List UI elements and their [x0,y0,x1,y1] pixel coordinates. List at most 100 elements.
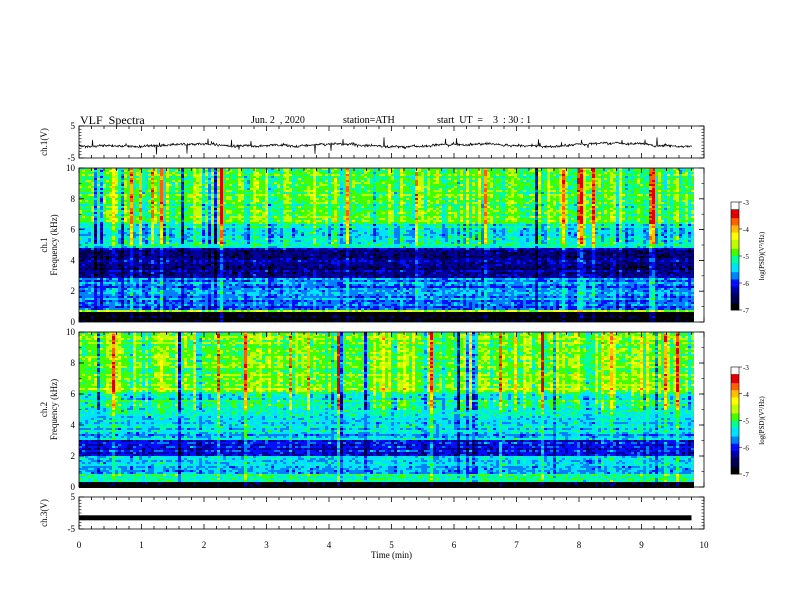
spectrogram-cell [673,200,676,202]
spectrogram-cell [415,202,418,204]
spectrogram-cell [376,170,379,172]
spectrogram-cell [448,188,451,190]
spectrogram-cell [328,204,334,206]
spectrogram-cell [679,190,682,192]
spectrogram-cell [268,184,271,186]
spectrogram-cell [124,194,127,196]
spectrogram-cell [250,182,253,184]
spectrogram-cell [367,206,370,208]
spectrogram-cell [517,188,523,190]
spectrogram-cell [598,174,601,176]
spectrogram-cell [421,190,424,192]
spectrogram-cell [547,196,550,198]
spectrogram-cell [205,204,208,206]
spectrogram-cell [79,170,82,172]
spectrogram-cell [616,216,619,218]
spectrogram-cell [673,168,676,170]
spectrogram-cell [292,208,295,210]
spectrogram-cell [451,170,454,172]
spectrogram-cell [124,172,130,174]
spectrogram-cell [466,204,469,206]
spectrogram-cell [670,176,673,178]
y-axis-label: ch.1(V) [39,128,49,156]
spectrogram-cell [343,174,346,176]
spectrogram-cell [91,168,94,170]
spectrogram-cell [598,186,601,188]
spectrogram-cell [469,216,472,218]
spectrogram-cell [142,178,145,180]
spectrogram-cell [328,220,331,222]
spectrogram-cell [505,202,511,204]
spectrogram-cell [214,220,217,222]
spectrogram-cell [664,176,667,178]
spectrogram-cell [259,170,262,172]
spectrogram-cell [619,176,622,178]
spectrogram-cell [277,170,280,172]
spectrogram-cell [535,198,538,200]
spectrogram-cell [622,180,625,182]
spectrogram-cell [472,186,475,188]
spectrogram-cell [538,172,541,174]
spectrogram-cell [664,208,667,210]
spectrogram-cell [307,186,310,188]
spectrogram-cell [574,168,577,170]
spectrogram-cell [523,204,529,206]
spectrogram-cell [679,204,682,206]
spectrogram-cell [496,224,499,226]
spectrogram-cell [184,180,190,182]
spectrogram-cell [196,216,202,218]
spectrogram-cell [649,196,652,198]
spectrogram-cell [316,178,319,180]
spectrogram-cell [535,170,538,172]
spectrogram-cell [538,176,541,178]
spectrogram-cell [625,172,628,174]
spectrogram-cell [562,172,565,174]
spectrogram-cell [598,204,601,206]
spectrogram-cell [283,206,286,208]
spectrogram-cell [550,182,559,184]
spectrogram-cell [283,218,292,220]
spectrogram-cell [193,190,202,192]
spectrogram-cell [139,180,142,182]
spectrogram-cell [205,214,208,216]
spectrogram-cell [652,202,655,204]
spectrogram-cell [94,208,97,210]
spectrogram-cell [250,202,256,204]
spectrogram-cell [118,180,121,182]
spectrogram-cell [85,214,88,216]
spectrogram-cell [127,168,130,170]
spectrogram-cell [304,204,307,206]
spectrogram-cell [424,212,427,214]
spectrogram-cell [217,210,220,212]
spectrogram-cell [454,188,460,190]
spectrogram-cell [97,212,100,214]
spectrogram-cell [586,168,592,170]
spectrogram-cell [436,178,439,180]
spectrogram-cell [538,218,541,220]
spectrogram-cell [208,188,211,190]
spectrogram-cell [223,188,226,190]
spectrogram-cell [235,208,244,210]
spectrogram-cell [673,224,676,226]
spectrogram-cell [640,208,643,210]
spectrogram-cell [496,226,499,228]
spectrogram-cell [94,226,97,228]
spectrogram-cell [418,184,424,186]
spectrogram-cell [619,222,622,224]
spectrogram-cell [526,182,529,184]
spectrogram-cell [106,200,112,202]
spectrogram-cell [445,206,448,208]
spectrogram-cell [487,172,490,174]
spectrogram-cell [124,196,127,198]
spectrogram-cell [184,200,187,202]
spectrogram-cell [307,170,313,172]
spectrogram-cell [448,222,457,224]
spectrogram-cell [544,210,547,212]
spectrogram-cell [259,204,262,206]
spectrogram-cell [202,190,205,192]
spectrogram-cell [100,202,103,204]
spectrogram-cell [487,192,496,194]
spectrogram-cell [478,194,481,196]
spectrogram-cell [217,170,220,172]
spectrogram-cell [112,182,115,184]
